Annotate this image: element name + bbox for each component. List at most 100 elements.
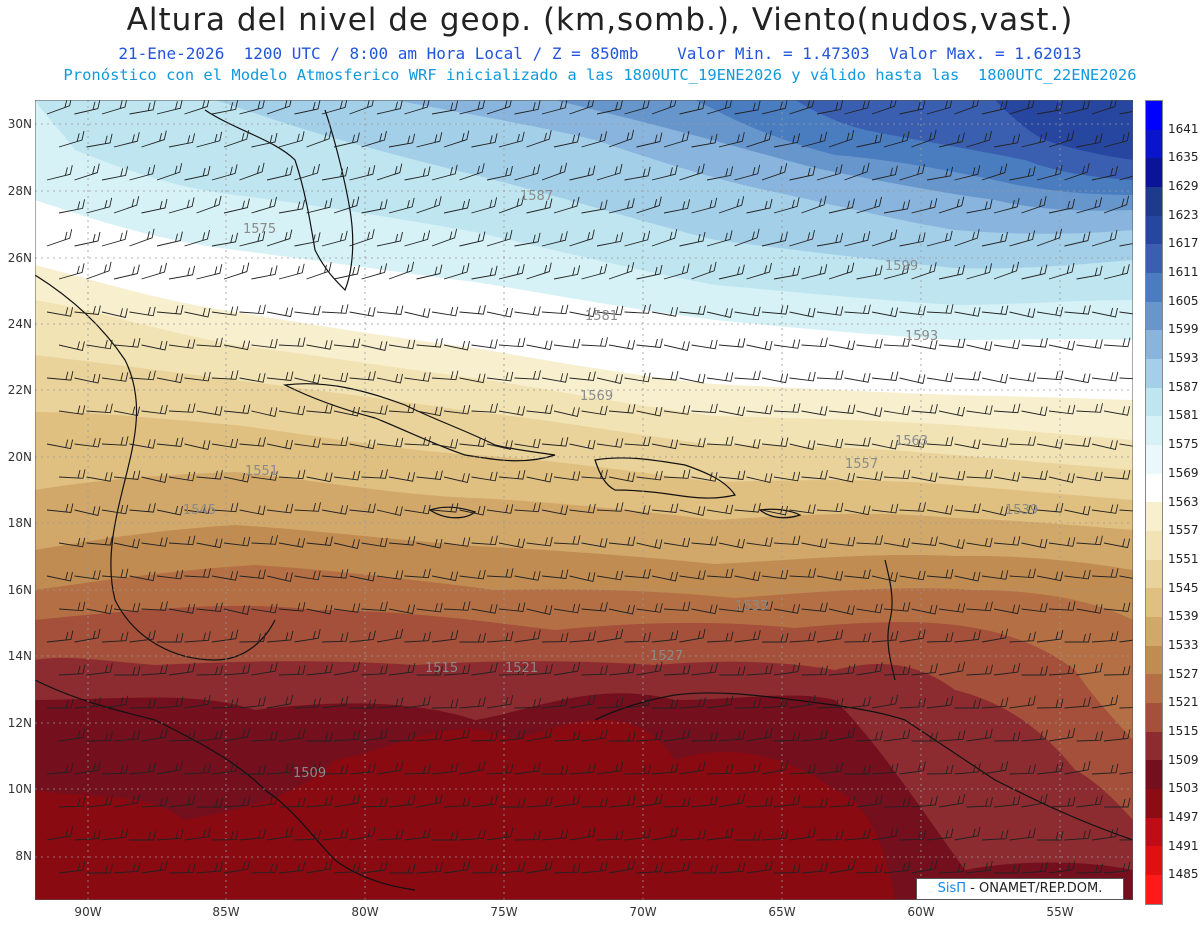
wind-barb	[431, 370, 459, 381]
wind-barb	[113, 264, 140, 280]
wind-barb	[624, 696, 651, 709]
wind-barb	[86, 795, 113, 808]
wind-barb	[636, 196, 662, 214]
wind-barb	[266, 827, 294, 841]
wind-barb	[1036, 698, 1064, 709]
wind-barb	[349, 571, 376, 582]
wind-barb	[981, 231, 1008, 247]
wind-barb	[113, 406, 141, 417]
wind-barb	[773, 863, 801, 874]
map-title: Altura del nivel de geop. (km,somb.), Vi…	[126, 2, 1074, 38]
wind-barb	[816, 306, 844, 316]
wind-barb	[761, 760, 789, 775]
wind-barb	[911, 340, 938, 350]
wind-barb	[74, 100, 101, 115]
color-scale-label: 1485	[1168, 867, 1199, 882]
wind-barb	[856, 132, 883, 148]
wind-barb	[746, 198, 773, 214]
wind-barb	[663, 537, 691, 548]
wind-barb	[1076, 265, 1103, 280]
wind-barb	[679, 163, 705, 181]
wind-barb	[718, 406, 746, 417]
wind-barb	[734, 100, 761, 115]
wind-barb	[981, 761, 1009, 775]
wind-barb	[691, 795, 718, 808]
wind-barb	[899, 374, 926, 384]
wind-barb	[459, 760, 486, 775]
wind-barb	[541, 505, 569, 516]
wind-barb	[706, 436, 734, 446]
wind-barb	[526, 404, 553, 414]
wind-barb	[157, 632, 184, 643]
wind-barb	[718, 602, 746, 613]
wind-barb	[306, 404, 333, 414]
wind-barb	[938, 338, 966, 348]
wind-barb	[211, 830, 239, 841]
wind-barb	[581, 538, 608, 548]
wind-barb	[223, 198, 250, 214]
wind-barb	[278, 538, 306, 548]
wind-barb	[459, 100, 486, 115]
wind-barb	[636, 132, 663, 148]
wind-barb	[294, 232, 321, 247]
wind-barb	[718, 132, 745, 148]
wind-barb	[651, 439, 679, 450]
wind-barb	[388, 536, 416, 546]
wind-barb	[856, 407, 883, 417]
wind-barb	[266, 307, 294, 318]
wind-barb	[46, 165, 73, 181]
wind-barb	[541, 162, 568, 181]
wind-barb	[679, 506, 706, 516]
wind-barb	[86, 339, 113, 350]
wind-barb	[168, 662, 196, 676]
wind-barb	[899, 570, 926, 581]
wind-barb	[1091, 100, 1117, 115]
wind-barb	[856, 265, 883, 280]
color-scale-label: 1635	[1168, 150, 1199, 165]
wind-barb	[856, 338, 883, 349]
wind-barb	[251, 471, 278, 481]
wind-barb	[443, 728, 471, 742]
wind-barb	[486, 504, 514, 514]
wind-barb	[706, 828, 734, 841]
wind-barb	[679, 697, 706, 709]
wind-barb	[86, 604, 113, 615]
lat-label: 16N	[7, 583, 32, 597]
wind-barb	[86, 863, 113, 874]
wind-barb	[569, 763, 596, 775]
coastline-puerto-rico	[758, 508, 802, 519]
color-scale-label: 1599	[1168, 322, 1199, 337]
color-scale-label: 1515	[1168, 723, 1199, 738]
wind-barb	[954, 371, 981, 381]
wind-barb	[746, 340, 773, 351]
wind-barb	[762, 632, 789, 643]
wind-barb	[196, 729, 223, 742]
wind-barb	[113, 862, 141, 874]
wind-barb	[954, 698, 981, 709]
wind-barb	[706, 695, 734, 709]
wind-barb	[1064, 305, 1091, 315]
wind-barb	[196, 195, 222, 214]
color-scale-segment	[1146, 101, 1162, 130]
wind-barb	[321, 100, 348, 115]
wind-barb	[679, 829, 706, 841]
wind-barb	[388, 472, 416, 482]
wind-barb	[459, 231, 486, 247]
wind-barb	[1064, 373, 1091, 384]
wind-barb	[101, 764, 129, 775]
wind-barb	[129, 630, 156, 643]
wind-barb	[294, 374, 321, 384]
wind-barb	[113, 196, 140, 214]
wind-barb	[101, 308, 128, 318]
wind-barb	[926, 436, 954, 447]
coastline-mexico	[35, 274, 276, 661]
wind-barb	[526, 605, 553, 615]
wind-barb	[129, 762, 156, 775]
wind-barb	[801, 131, 828, 148]
wind-barb	[624, 436, 651, 447]
wind-barb	[278, 469, 306, 480]
wind-barb	[706, 764, 734, 775]
wind-barb	[333, 196, 360, 214]
wind-barb	[816, 502, 844, 513]
wind-barb	[856, 196, 882, 214]
